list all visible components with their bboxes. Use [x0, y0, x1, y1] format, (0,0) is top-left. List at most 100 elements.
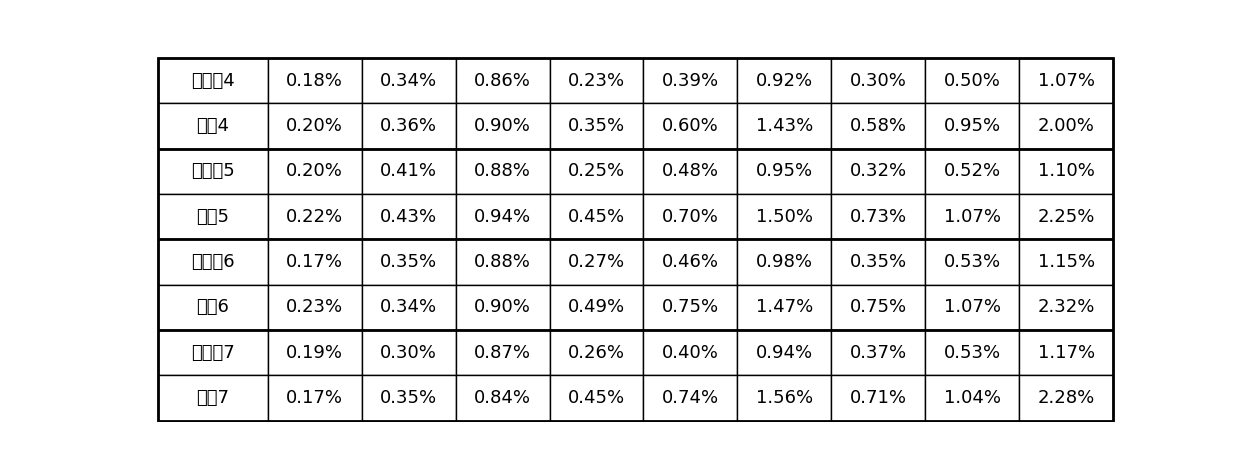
Text: 0.58%: 0.58%: [849, 117, 906, 135]
Bar: [1019, 239, 1114, 285]
Text: 对比5: 对比5: [196, 208, 229, 226]
Bar: [831, 149, 925, 194]
Text: 0.98%: 0.98%: [756, 253, 813, 271]
Text: 0.19%: 0.19%: [286, 344, 343, 362]
Bar: [157, 239, 268, 285]
Text: 实施兦4: 实施兦4: [191, 72, 234, 90]
Bar: [157, 194, 268, 239]
Bar: [455, 194, 549, 239]
Text: 1.47%: 1.47%: [755, 299, 813, 316]
Text: 0.43%: 0.43%: [381, 208, 438, 226]
Text: 0.75%: 0.75%: [849, 299, 906, 316]
Text: 0.60%: 0.60%: [662, 117, 719, 135]
Text: 1.15%: 1.15%: [1038, 253, 1095, 271]
Text: 0.71%: 0.71%: [849, 389, 906, 407]
Bar: [268, 103, 362, 149]
Text: 0.25%: 0.25%: [568, 163, 625, 180]
Bar: [157, 375, 268, 421]
Bar: [831, 239, 925, 285]
Text: 0.41%: 0.41%: [381, 163, 438, 180]
Text: 2.00%: 2.00%: [1038, 117, 1095, 135]
Bar: [268, 149, 362, 194]
Text: 0.84%: 0.84%: [474, 389, 531, 407]
Bar: [644, 58, 738, 103]
Text: 0.32%: 0.32%: [849, 163, 906, 180]
Bar: [644, 285, 738, 330]
Text: 0.26%: 0.26%: [568, 344, 625, 362]
Bar: [925, 58, 1019, 103]
Text: 0.74%: 0.74%: [662, 389, 719, 407]
Bar: [831, 285, 925, 330]
Text: 1.43%: 1.43%: [755, 117, 813, 135]
Bar: [1019, 149, 1114, 194]
Bar: [549, 149, 644, 194]
Bar: [738, 58, 831, 103]
Text: 0.53%: 0.53%: [944, 253, 1001, 271]
Bar: [157, 149, 268, 194]
Bar: [157, 103, 268, 149]
Bar: [644, 239, 738, 285]
Text: 0.94%: 0.94%: [474, 208, 531, 226]
Bar: [925, 239, 1019, 285]
Bar: [1019, 330, 1114, 375]
Text: 1.10%: 1.10%: [1038, 163, 1095, 180]
Bar: [455, 239, 549, 285]
Bar: [549, 58, 644, 103]
Text: 0.30%: 0.30%: [849, 72, 906, 90]
Text: 0.73%: 0.73%: [849, 208, 906, 226]
Text: 0.20%: 0.20%: [286, 117, 343, 135]
Text: 0.53%: 0.53%: [944, 344, 1001, 362]
Text: 0.27%: 0.27%: [568, 253, 625, 271]
Bar: [362, 194, 455, 239]
Text: 0.40%: 0.40%: [662, 344, 719, 362]
Text: 0.34%: 0.34%: [381, 299, 438, 316]
Bar: [738, 285, 831, 330]
Text: 0.95%: 0.95%: [756, 163, 813, 180]
Text: 0.23%: 0.23%: [286, 299, 343, 316]
Text: 0.48%: 0.48%: [662, 163, 719, 180]
Bar: [268, 375, 362, 421]
Text: 0.23%: 0.23%: [568, 72, 625, 90]
Text: 0.49%: 0.49%: [568, 299, 625, 316]
Text: 1.56%: 1.56%: [756, 389, 813, 407]
Bar: [268, 285, 362, 330]
Bar: [362, 58, 455, 103]
Bar: [549, 239, 644, 285]
Bar: [831, 103, 925, 149]
Text: 0.70%: 0.70%: [662, 208, 719, 226]
Text: 0.30%: 0.30%: [381, 344, 436, 362]
Bar: [644, 375, 738, 421]
Bar: [362, 103, 455, 149]
Bar: [644, 103, 738, 149]
Text: 0.18%: 0.18%: [286, 72, 343, 90]
Bar: [455, 103, 549, 149]
Text: 0.35%: 0.35%: [568, 117, 625, 135]
Bar: [362, 375, 455, 421]
Text: 对比7: 对比7: [196, 389, 229, 407]
Bar: [268, 58, 362, 103]
Text: 0.88%: 0.88%: [474, 163, 531, 180]
Text: 1.17%: 1.17%: [1038, 344, 1095, 362]
Text: 对比6: 对比6: [196, 299, 229, 316]
Bar: [362, 330, 455, 375]
Bar: [644, 194, 738, 239]
Text: 0.17%: 0.17%: [286, 253, 343, 271]
Bar: [455, 330, 549, 375]
Bar: [549, 375, 644, 421]
Bar: [157, 58, 268, 103]
Bar: [738, 194, 831, 239]
Text: 0.90%: 0.90%: [474, 117, 531, 135]
Bar: [925, 149, 1019, 194]
Text: 0.45%: 0.45%: [568, 389, 625, 407]
Text: 0.46%: 0.46%: [662, 253, 719, 271]
Bar: [925, 194, 1019, 239]
Text: 0.39%: 0.39%: [662, 72, 719, 90]
Text: 0.90%: 0.90%: [474, 299, 531, 316]
Text: 0.17%: 0.17%: [286, 389, 343, 407]
Text: 0.37%: 0.37%: [849, 344, 906, 362]
Bar: [738, 103, 831, 149]
Text: 0.52%: 0.52%: [944, 163, 1001, 180]
Text: 0.75%: 0.75%: [662, 299, 719, 316]
Text: 0.22%: 0.22%: [286, 208, 343, 226]
Bar: [644, 149, 738, 194]
